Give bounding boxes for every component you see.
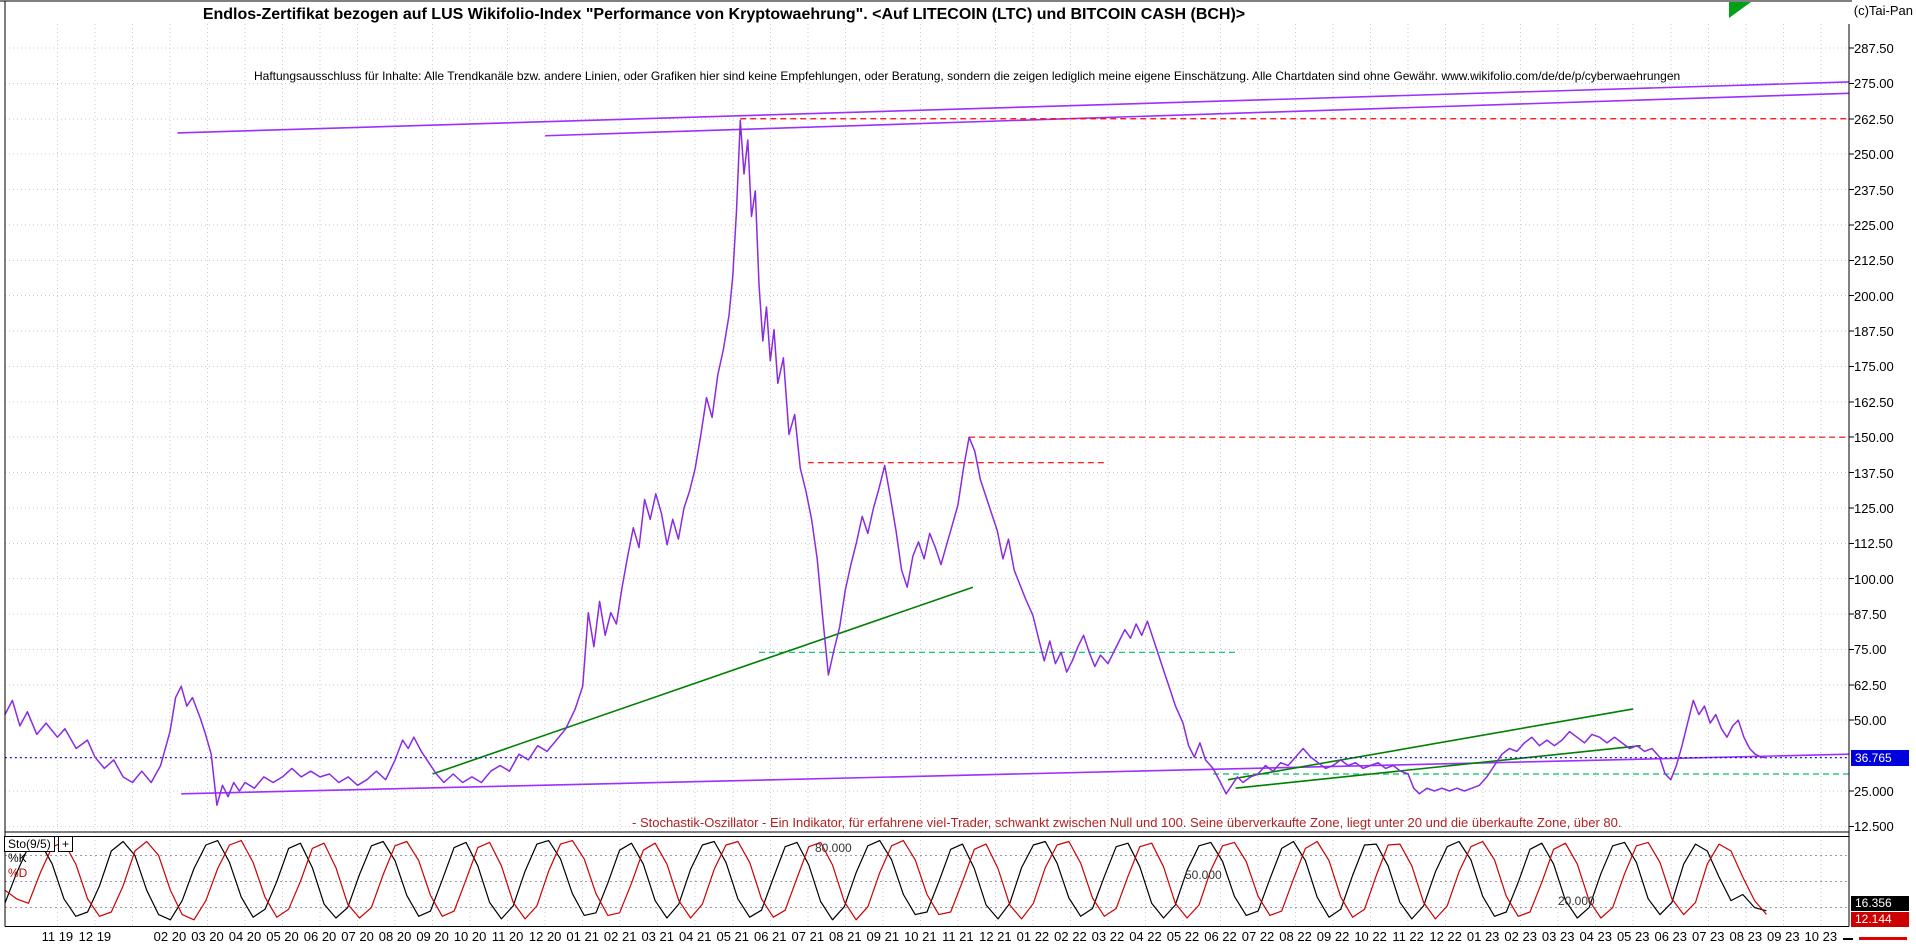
uptrend-line-2023-lower [1235, 744, 1641, 789]
stoch-d-line [4, 839, 1767, 921]
stoch-level-50-label: 50.000 [1185, 867, 1222, 882]
time-tick-label: 01 22 [1016, 929, 1050, 944]
time-tick-label: 08 21 [829, 929, 862, 944]
time-tick-label: 09 20 [416, 929, 449, 944]
time-tick-label: 11 22 [1392, 929, 1424, 944]
time-tick-label: 02 21 [603, 929, 637, 944]
price-tick-label: 112.50 [1854, 536, 1893, 552]
time-tick-label: 07 21 [791, 929, 825, 944]
uptrend-line-2023-upper [1227, 708, 1634, 781]
time-tick-label: 10 21 [904, 929, 937, 944]
price-tick-label: 50.00 [1854, 713, 1887, 729]
stochastic-d-value-badge: 12.144 [1851, 912, 1909, 927]
time-tick-label: 10 23 [1804, 929, 1838, 944]
time-tick-label: 09 21 [866, 929, 900, 944]
time-tick-label: 08 22 [1279, 929, 1312, 944]
stochastic-expand-button[interactable]: + [58, 836, 73, 852]
time-tick-label: 09 22 [1316, 929, 1350, 944]
price-tick-label: 125.00 [1854, 500, 1894, 516]
chart-title: Endlos-Zertifikat bezogen auf LUS Wikifo… [202, 6, 1246, 23]
time-tick-label: 05 23 [1616, 929, 1650, 944]
price-tick-label: 287.50 [1854, 41, 1894, 56]
price-line [4, 119, 1767, 806]
time-tick-label: 08 20 [378, 929, 412, 944]
price-tick-label: 200.00 [1854, 288, 1894, 304]
price-tick-label: 262.50 [1854, 111, 1894, 127]
time-tick-label: 03 23 [1541, 929, 1575, 944]
price-tick-label: 25.000 [1854, 784, 1894, 799]
time-tick-label: 03 22 [1091, 929, 1125, 944]
time-tick-label: 03 20 [191, 929, 224, 944]
price-tick-label: 75.00 [1854, 642, 1887, 658]
price-tick-label: 237.50 [1854, 182, 1894, 198]
time-tick-label: 01 21 [566, 929, 599, 944]
stoch-k-line [4, 839, 1767, 921]
price-tick-label: 62.50 [1854, 677, 1887, 693]
stochastic-d-label: %D [8, 866, 28, 880]
price-tick-label: 225.00 [1854, 217, 1894, 233]
k-line-legend-dash [1843, 938, 1853, 940]
trend-channel-upper-line-2 [545, 92, 1850, 137]
time-tick-label: 06 20 [303, 929, 337, 944]
disclaimer-text: Haftungsausschluss für Inhalte: Alle Tre… [254, 69, 1681, 83]
stochastic-k-value-badge: 16.356 [1851, 896, 1909, 911]
time-tick-label: 06 23 [1654, 929, 1688, 944]
time-tick-label: 06 22 [1204, 929, 1237, 944]
time-tick-label: 03 21 [641, 929, 674, 944]
price-tick-label: 137.50 [1854, 465, 1894, 481]
price-tick-label: 250.00 [1854, 147, 1894, 163]
copyright-label: (c)Tai-Pan [1853, 3, 1913, 18]
current-price-badge: 36.765 [1851, 749, 1909, 766]
price-tick-label: 12.500 [1854, 819, 1894, 835]
time-tick-label: 11 21 [942, 929, 974, 944]
time-tick-label: 05 20 [266, 929, 299, 944]
time-tick-label: 09 23 [1767, 929, 1800, 944]
time-tick-label: 04 20 [228, 929, 262, 944]
time-tick-label: 12 21 [979, 929, 1012, 944]
time-tick-label: 05 22 [1166, 929, 1200, 944]
time-tick-label: 07 22 [1241, 929, 1275, 944]
time-tick-label: 04 21 [678, 929, 712, 944]
trend-channel-upper-line [177, 81, 1850, 134]
time-tick-label: 02 23 [1504, 929, 1537, 944]
time-tick-label: 07 20 [341, 929, 374, 944]
time-tick-label: 12 22 [1429, 929, 1462, 944]
green-flag-icon [1729, 2, 1751, 18]
price-tick-label: 87.50 [1854, 607, 1887, 623]
price-tick-label: 100.00 [1854, 571, 1894, 587]
stochastic-k-label: %K [8, 851, 27, 865]
time-tick-label: 04 23 [1579, 929, 1612, 944]
price-tick-label: 162.50 [1854, 394, 1894, 410]
time-tick-label: 10 22 [1354, 929, 1387, 944]
price-tick-label: 275.00 [1854, 76, 1894, 92]
time-tick-label: 11 19 [41, 929, 74, 944]
d-line-legend-dash [1859, 937, 1907, 940]
time-tick-label: 10 20 [453, 929, 487, 944]
time-tick-label: 01 23 [1466, 929, 1500, 944]
time-tick-label: 07 23 [1691, 929, 1725, 944]
price-tick-label: 150.00 [1854, 430, 1894, 446]
price-tick-label: 175.00 [1854, 359, 1894, 375]
time-tick-label: 06 21 [753, 929, 787, 944]
time-tick-label: 11 20 [491, 929, 524, 944]
stoch-level-20-label: 20.000 [1558, 893, 1595, 908]
stoch-level-80-label: 80.000 [815, 841, 852, 856]
time-tick-label: 04 22 [1129, 929, 1162, 944]
uptrend-line-2021 [432, 586, 974, 775]
time-tick-label: 02 20 [153, 929, 187, 944]
time-tick-label: 12 19 [78, 929, 112, 944]
stochastic-indicator-button[interactable]: Sto(9/5) [4, 836, 55, 852]
time-tick-label: 05 21 [716, 929, 750, 944]
stochastic-description: - Stochastik-Oszillator - Ein Indikator,… [632, 815, 1622, 830]
long-term-support-line [181, 753, 1849, 795]
price-tick-label: 187.50 [1854, 324, 1894, 340]
price-tick-label: 212.50 [1854, 253, 1894, 269]
time-tick-label: 08 23 [1729, 929, 1763, 944]
time-tick-label: 02 22 [1054, 929, 1087, 944]
time-tick-label: 12 20 [528, 929, 562, 944]
